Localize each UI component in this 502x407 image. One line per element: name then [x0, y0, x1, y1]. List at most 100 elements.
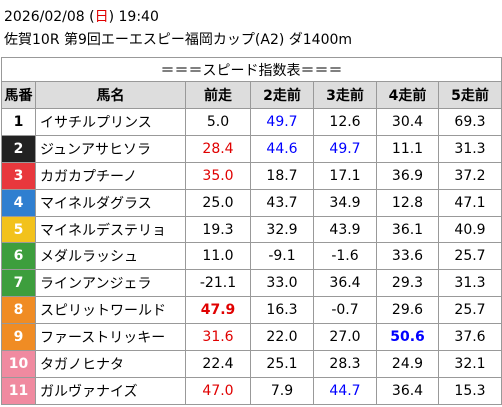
horse-number: 4 [1, 188, 36, 217]
speed-index: 15.3 [437, 376, 502, 405]
speed-index: 22.0 [250, 323, 314, 352]
speed-index: 5.0 [185, 108, 251, 136]
horse-number: 9 [1, 323, 36, 352]
speed-index: 40.9 [437, 215, 502, 244]
horse-number: 8 [1, 296, 36, 325]
horse-row: 10 タガノヒナタ 22.4 25.1 28.3 24.9 32.1 [1, 350, 502, 378]
speed-index: 16.3 [250, 296, 314, 325]
horse-row: 4 マイネルダグラス 25.0 43.7 34.9 12.8 47.1 [1, 188, 502, 217]
horse-row: 1 イサチルプリンス 5.0 49.7 12.6 30.4 69.3 [1, 108, 502, 136]
speed-index: 31.3 [437, 134, 502, 163]
horse-row: 7 ラインアンジェラ -21.1 33.0 36.4 29.3 31.3 [1, 269, 502, 298]
column-header: 4走前 [376, 81, 439, 109]
speed-index: -0.7 [313, 296, 377, 325]
horse-row: 6 メダルラッシュ 11.0 -9.1 -1.6 33.6 25.7 [1, 242, 502, 271]
speed-index: 43.9 [313, 215, 377, 244]
horse-row: 2 ジュンアサヒソラ 28.4 44.6 49.7 11.1 31.3 [1, 134, 502, 163]
date: 2026/02/08 ( [4, 9, 95, 25]
speed-index: 36.9 [376, 161, 439, 190]
header-row: 馬番 馬名 前走 2走前 3走前 4走前 5走前 [1, 81, 502, 109]
speed-index: 44.6 [250, 134, 314, 163]
speed-index: 12.8 [376, 188, 439, 217]
speed-index: -9.1 [250, 242, 314, 271]
speed-index: 49.7 [313, 134, 377, 163]
speed-index: 37.6 [437, 323, 502, 352]
speed-table: ＝＝＝スピード指数表＝＝＝ 馬番 馬名 前走 2走前 3走前 4走前 5走前 1 イサチルプリンス… [0, 57, 502, 405]
speed-index: 33.6 [376, 242, 439, 271]
horse-number: 2 [1, 134, 36, 163]
speed-index: 49.7 [250, 108, 314, 136]
column-header: 5走前 [437, 81, 502, 109]
horse-row: 9 ファーストリッキー 31.6 22.0 27.0 50.6 37.6 [1, 323, 502, 352]
speed-index: 12.6 [313, 108, 377, 136]
horse-row: 3 カガカプチーノ 35.0 18.7 17.1 36.9 37.2 [1, 161, 502, 190]
column-header: 馬名 [35, 81, 186, 109]
horse-number: 7 [1, 269, 36, 298]
horse-row: 5 マイネルデステリョ 19.3 32.9 43.9 36.1 40.9 [1, 215, 502, 244]
speed-index: 35.0 [185, 161, 251, 190]
speed-index: 44.7 [313, 376, 377, 405]
horse-name: メダルラッシュ [35, 242, 186, 271]
speed-index: -1.6 [313, 242, 377, 271]
horse-name: ガルヴァナイズ [35, 376, 186, 405]
horse-name: ラインアンジェラ [35, 269, 186, 298]
horse-name: イサチルプリンス [35, 108, 186, 136]
speed-index: 69.3 [437, 108, 502, 136]
horse-number: 10 [1, 350, 36, 378]
speed-index: 11.0 [185, 242, 251, 271]
speed-index: 30.4 [376, 108, 439, 136]
horse-row: 8 スピリットワールド 47.9 16.3 -0.7 29.6 25.7 [1, 296, 502, 325]
speed-index: 32.1 [437, 350, 502, 378]
speed-index: 29.3 [376, 269, 439, 298]
horse-number: 1 [1, 108, 36, 136]
speed-index: 25.1 [250, 350, 314, 378]
speed-index: 50.6 [376, 323, 439, 352]
speed-index: 7.9 [250, 376, 314, 405]
speed-index: 37.2 [437, 161, 502, 190]
horse-name: タガノヒナタ [35, 350, 186, 378]
column-header: 馬番 [1, 81, 36, 109]
speed-index: 36.4 [313, 269, 377, 298]
speed-index: 25.7 [437, 296, 502, 325]
date-line: 2026/02/08 (日) 19:40 [4, 6, 159, 26]
speed-index: 18.7 [250, 161, 314, 190]
speed-index: 34.9 [313, 188, 377, 217]
speed-index: -21.1 [185, 269, 251, 298]
horse-number: 3 [1, 161, 36, 190]
speed-index: 47.1 [437, 188, 502, 217]
horse-name: ファーストリッキー [35, 323, 186, 352]
speed-index: 22.4 [185, 350, 251, 378]
speed-index: 36.1 [376, 215, 439, 244]
speed-index: 31.3 [437, 269, 502, 298]
speed-index: 47.9 [185, 296, 251, 325]
table-title: ＝＝＝スピード指数表＝＝＝ [0, 57, 502, 82]
column-header: 2走前 [250, 81, 314, 109]
horse-name: ジュンアサヒソラ [35, 134, 186, 163]
speed-index: 17.1 [313, 161, 377, 190]
speed-index: 25.7 [437, 242, 502, 271]
horse-name: マイネルダグラス [35, 188, 186, 217]
speed-index: 43.7 [250, 188, 314, 217]
speed-index: 33.0 [250, 269, 314, 298]
horse-name: マイネルデステリョ [35, 215, 186, 244]
horse-number: 6 [1, 242, 36, 271]
speed-index: 19.3 [185, 215, 251, 244]
speed-index: 24.9 [376, 350, 439, 378]
horse-name: スピリットワールド [35, 296, 186, 325]
weekday: 日 [94, 9, 109, 25]
column-header: 3走前 [313, 81, 377, 109]
speed-index: 27.0 [313, 323, 377, 352]
time: ) 19:40 [108, 9, 159, 25]
speed-index: 36.4 [376, 376, 439, 405]
speed-index: 32.9 [250, 215, 314, 244]
horse-number: 5 [1, 215, 36, 244]
title-row: ＝＝＝スピード指数表＝＝＝ [0, 57, 502, 82]
speed-index: 29.6 [376, 296, 439, 325]
column-header: 前走 [185, 81, 251, 109]
horse-number: 11 [1, 376, 36, 405]
speed-index: 11.1 [376, 134, 439, 163]
speed-index: 25.0 [185, 188, 251, 217]
horse-row: 11 ガルヴァナイズ 47.0 7.9 44.7 36.4 15.3 [1, 376, 502, 405]
horse-name: カガカプチーノ [35, 161, 186, 190]
